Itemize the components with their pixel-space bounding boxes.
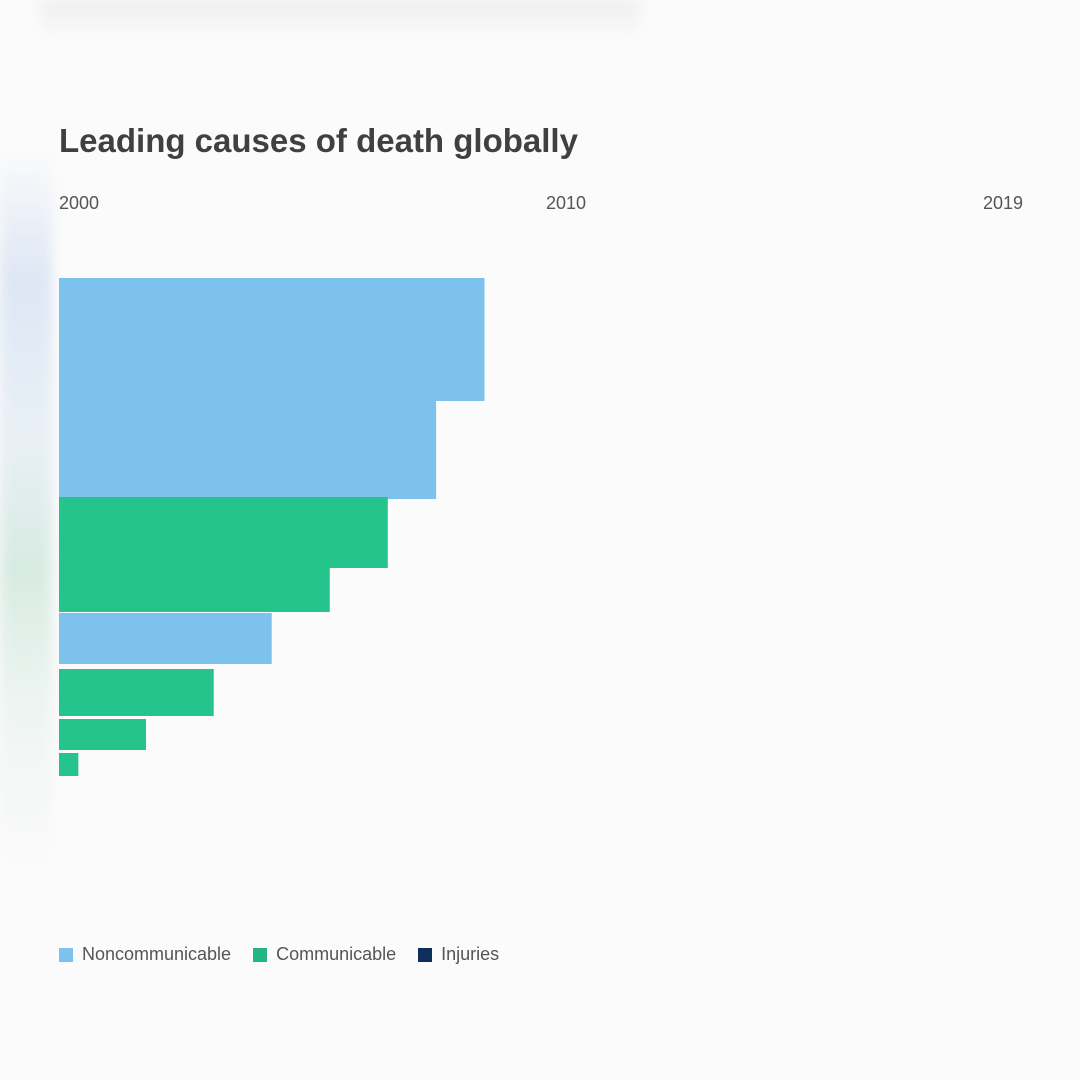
legend-item-injuries: Injuries [418, 944, 499, 965]
bar-2-noncommunicable [59, 399, 437, 499]
bar-6-communicable [59, 669, 214, 716]
bar-5-noncommunicable [59, 613, 272, 664]
legend-label-communicable: Communicable [276, 944, 397, 964]
bar-1-noncommunicable [59, 278, 485, 401]
legend-swatch-communicable [253, 947, 268, 962]
legend-swatch-noncommunicable [59, 947, 73, 962]
x-tick-2010: 2010 [546, 193, 587, 213]
legend-item-noncommunicable: Noncommunicable [59, 944, 231, 965]
bar-4-communicable [59, 557, 330, 612]
x-tick-2000: 2000 [59, 193, 100, 213]
bar-3-communicable [59, 497, 388, 568]
x-tick-2019: 2019 [983, 193, 1024, 213]
bar-7-communicable [59, 719, 147, 750]
legend: Noncommunicable Communicable Injuries [59, 944, 499, 965]
chart-title: Leading causes of death globally [59, 122, 578, 159]
left-edge-glow [0, 150, 52, 870]
legend-label-noncommunicable: Noncommunicable [82, 944, 232, 964]
bar-8-communicable [59, 753, 79, 776]
legend-swatch-injuries [418, 947, 433, 962]
legend-item-communicable: Communicable [253, 944, 396, 965]
legend-label-injuries: Injuries [441, 944, 500, 964]
top-haze [40, 0, 640, 40]
